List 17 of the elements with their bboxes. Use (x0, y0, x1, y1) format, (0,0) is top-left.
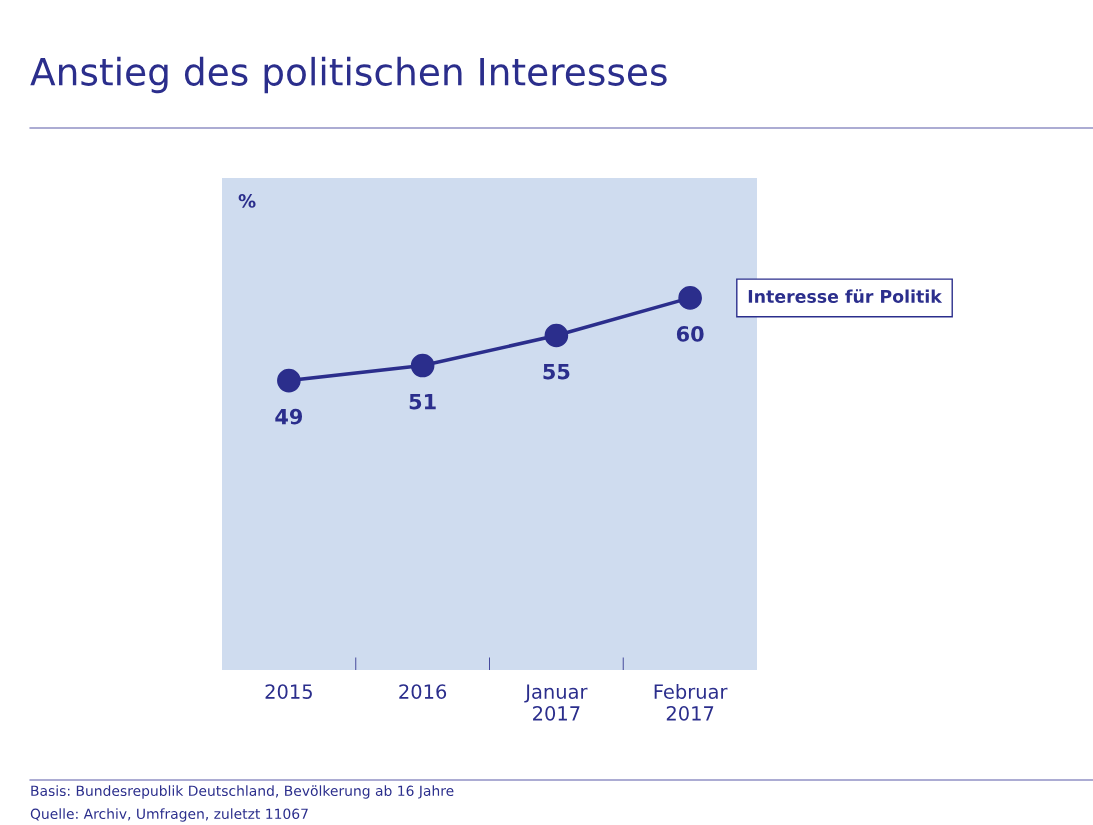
x-tick-label: 2015 (265, 684, 312, 699)
data-label: 60 (676, 326, 704, 342)
x-tick-label: Januar 2017 (524, 684, 588, 721)
data-label: 51 (409, 393, 436, 410)
data-label: 55 (543, 363, 570, 380)
source-note: Quelle: Archiv, Umfragen, zuletzt 11067 (30, 808, 308, 822)
point (410, 353, 435, 378)
point (678, 286, 702, 310)
text: Basis: Bundesrepublik Deutschland, Bevölkerung ab 16 Jahre (31, 785, 454, 799)
chart-title: Anstieg des politischen Interesses (30, 56, 667, 94)
x-tick-label: Februar 2017 (654, 683, 728, 721)
x-tick-label: 2016 (399, 684, 447, 699)
text: Interesse für Politik (748, 289, 943, 303)
point (544, 323, 569, 348)
y-axis-title: % (238, 194, 256, 208)
data-label: 49 (275, 408, 303, 425)
point (277, 368, 301, 393)
